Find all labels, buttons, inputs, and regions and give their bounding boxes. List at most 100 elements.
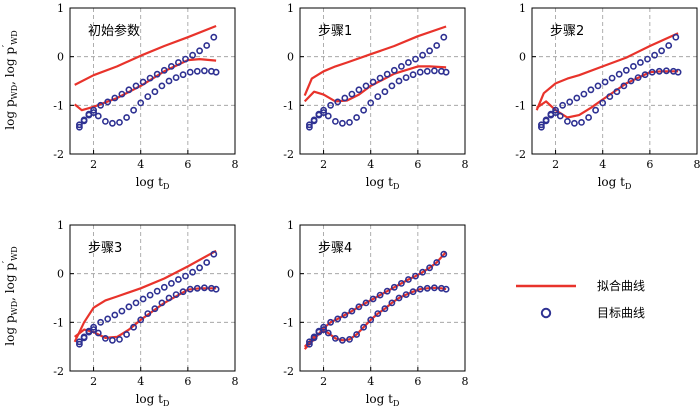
- target-point: [320, 106, 327, 114]
- target-point: [599, 99, 607, 107]
- y-tick-label: -1: [283, 316, 294, 329]
- x-tick-label: 2: [320, 375, 327, 388]
- target-point: [310, 334, 318, 342]
- y-tick-label: 1: [287, 219, 294, 232]
- chart-panel-1: 2 4 6 8 -2 -1 0 1 log tD 初始参数: [53, 2, 238, 191]
- target-point: [196, 264, 203, 272]
- target-point: [305, 340, 313, 348]
- target-point: [130, 323, 137, 331]
- target-point: [193, 67, 201, 75]
- legend: 拟合曲线 目标曲线: [516, 278, 645, 320]
- target-point: [123, 114, 130, 121]
- target-point: [90, 323, 97, 331]
- x-axis-label: log tD: [136, 175, 170, 191]
- target-point: [381, 88, 389, 96]
- target-point: [160, 283, 168, 291]
- target-point: [658, 47, 665, 55]
- target-point: [578, 119, 585, 126]
- target-point: [189, 268, 196, 276]
- target-point: [360, 323, 367, 331]
- target-point: [622, 66, 630, 74]
- panel-title: 初始参数: [88, 23, 140, 39]
- target-point: [160, 66, 168, 74]
- target-point: [97, 318, 104, 326]
- x-axis-label: log tD: [136, 392, 170, 408]
- target-point: [327, 318, 334, 326]
- x-tick-label: 6: [184, 375, 191, 388]
- target-point: [109, 336, 116, 344]
- target-point: [442, 285, 450, 293]
- target-point: [196, 47, 203, 55]
- target-point: [94, 329, 102, 337]
- target-point: [442, 68, 450, 76]
- target-point: [189, 51, 196, 59]
- chart-panel-2: 2 4 6 8 -2 -1 0 1 log tD 步骤1: [283, 2, 468, 191]
- target-point: [165, 294, 173, 302]
- target-point: [402, 291, 410, 298]
- target-point: [334, 315, 342, 323]
- y-tick-label: 0: [57, 51, 64, 64]
- target-point: [362, 299, 370, 307]
- target-point: [132, 299, 140, 307]
- target-point: [118, 307, 126, 315]
- fit-curve-line: [303, 25, 447, 97]
- panel-title: 步骤4: [318, 241, 352, 256]
- x-axis-label: log tD: [366, 175, 400, 191]
- target-point: [369, 78, 377, 86]
- y-tick-label: -2: [53, 365, 64, 378]
- fit-curve-line: [303, 65, 447, 103]
- target-point: [571, 119, 578, 127]
- target-point: [174, 59, 182, 66]
- y-tick-label: -1: [515, 99, 526, 112]
- target-point: [395, 77, 403, 85]
- target-point: [179, 71, 187, 79]
- x-tick-label: 4: [367, 158, 374, 171]
- target-point: [146, 291, 154, 299]
- target-point: [672, 33, 680, 41]
- target-point: [102, 118, 109, 125]
- target-point: [97, 101, 104, 109]
- chart-panel-4: 2 4 6 8 -2 -1 0 1 log tD 步骤3: [53, 219, 238, 408]
- target-point: [416, 68, 424, 76]
- target-point: [419, 268, 426, 276]
- target-point: [182, 272, 189, 280]
- chart-panel-3: 2 4 6 8 -2 -1 0 1 log tD 步骤2: [515, 2, 700, 191]
- y-tick-label: 1: [57, 219, 64, 232]
- target-point: [111, 94, 119, 102]
- target-point: [348, 90, 356, 98]
- target-point: [388, 299, 396, 307]
- fit-curve-line: [74, 287, 217, 339]
- target-point: [200, 284, 208, 292]
- target-point: [125, 303, 133, 311]
- target-point: [327, 101, 334, 109]
- target-point: [338, 119, 346, 127]
- target-point: [111, 311, 119, 319]
- y-tick-label: -2: [53, 148, 64, 161]
- target-point: [416, 285, 424, 293]
- target-point: [552, 106, 559, 114]
- target-point: [376, 74, 384, 82]
- legend-target-marker: [540, 307, 552, 319]
- target-point: [310, 117, 318, 125]
- target-point: [440, 250, 448, 258]
- target-point: [172, 291, 180, 298]
- target-point: [324, 329, 332, 337]
- target-point: [538, 121, 545, 129]
- target-point: [346, 119, 353, 126]
- x-axis-label: log tD: [366, 392, 400, 408]
- x-tick-label: 8: [694, 158, 700, 171]
- target-point: [355, 86, 363, 94]
- target-point: [305, 338, 313, 346]
- target-point: [397, 63, 405, 70]
- target-point: [573, 94, 581, 102]
- target-point: [592, 106, 599, 114]
- target-point: [655, 67, 663, 75]
- y-tick-label: -2: [283, 148, 294, 161]
- target-point: [651, 51, 658, 59]
- target-point: [167, 63, 175, 70]
- plot-frame: [299, 7, 466, 155]
- y-tick-label: -1: [53, 316, 64, 329]
- target-point: [334, 98, 342, 106]
